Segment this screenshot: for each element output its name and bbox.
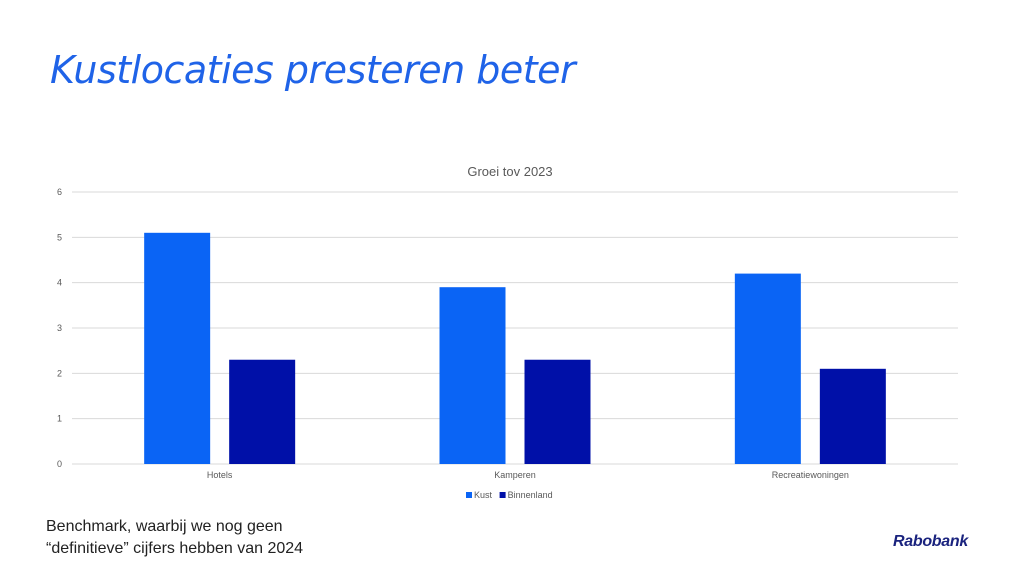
bar-binnenland (524, 359, 591, 464)
x-tick-label: Hotels (207, 470, 233, 480)
legend-swatch-binnenland (499, 492, 506, 498)
rabobank-logo: Rabobank (893, 533, 968, 550)
y-tick-label: 0 (57, 459, 62, 469)
bar-binnenland (819, 368, 886, 464)
bar-kust (439, 287, 506, 464)
y-tick-label: 6 (57, 187, 62, 197)
legend-label-binnenland: Binnenland (508, 490, 553, 500)
slide-title: Kustlocaties presteren beter (50, 48, 576, 92)
y-tick-label: 5 (57, 232, 62, 242)
legend-label-kust: Kust (474, 490, 493, 500)
bar-kust (734, 273, 801, 464)
y-tick-label: 3 (57, 323, 62, 333)
x-tick-label: Kamperen (494, 470, 536, 480)
footnote-line-2: “definitieve” cijfers hebben van 2024 (46, 540, 304, 557)
bar-binnenland (229, 359, 296, 464)
y-tick-label: 1 (57, 414, 62, 424)
y-tick-label: 2 (57, 368, 62, 378)
y-tick-label: 4 (57, 278, 62, 288)
chart-title: Groei tov 2023 (467, 164, 552, 179)
footnote: Benchmark, waarbij we nog geen “definiti… (46, 516, 303, 560)
x-tick-label: Recreatiewoningen (772, 470, 849, 480)
footnote-line-1: Benchmark, waarbij we nog geen (46, 518, 283, 535)
legend-swatch-kust (466, 492, 472, 498)
bar-kust (144, 232, 211, 464)
